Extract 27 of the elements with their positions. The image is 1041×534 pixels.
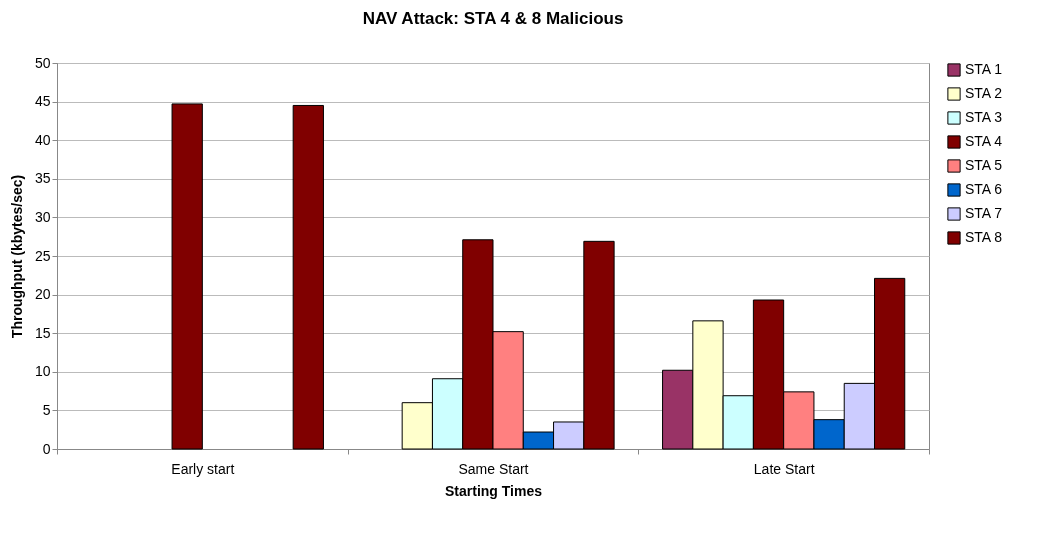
y-tick-label: 10 bbox=[34, 363, 51, 380]
y-tick-label: 30 bbox=[34, 208, 51, 225]
y-axis-title: Throughput (kbytes/sec) bbox=[8, 174, 25, 339]
y-tick-label: 25 bbox=[34, 247, 51, 264]
y-tick-label: 0 bbox=[42, 440, 51, 457]
y-tick-label: 45 bbox=[34, 93, 51, 110]
x-tick-label: Late Start bbox=[753, 460, 815, 477]
y-tick-label: 20 bbox=[34, 286, 51, 303]
legend-label: STA 7 bbox=[965, 205, 1003, 221]
y-tick-label: 35 bbox=[34, 170, 51, 187]
x-axis-title: Starting Times bbox=[445, 482, 543, 499]
y-tick-label: 5 bbox=[42, 401, 51, 418]
legend-label: STA 3 bbox=[965, 109, 1003, 125]
y-tick-label: 50 bbox=[34, 54, 51, 71]
legend-label: STA 8 bbox=[965, 229, 1003, 245]
legend-label: STA 6 bbox=[965, 181, 1003, 197]
legend-label: STA 1 bbox=[965, 61, 1003, 77]
x-tick-label: Same Start bbox=[458, 460, 529, 477]
legend-label: STA 5 bbox=[965, 157, 1003, 173]
y-tick-label: 15 bbox=[34, 324, 51, 341]
chart-title: NAV Attack: STA 4 & 8 Malicious bbox=[362, 9, 624, 28]
legend-label: STA 2 bbox=[965, 85, 1003, 101]
legend-label: STA 4 bbox=[965, 133, 1003, 149]
x-tick-label: Early start bbox=[171, 460, 235, 477]
y-tick-label: 40 bbox=[34, 131, 51, 148]
bar bbox=[292, 104, 324, 450]
bar bbox=[171, 103, 203, 450]
